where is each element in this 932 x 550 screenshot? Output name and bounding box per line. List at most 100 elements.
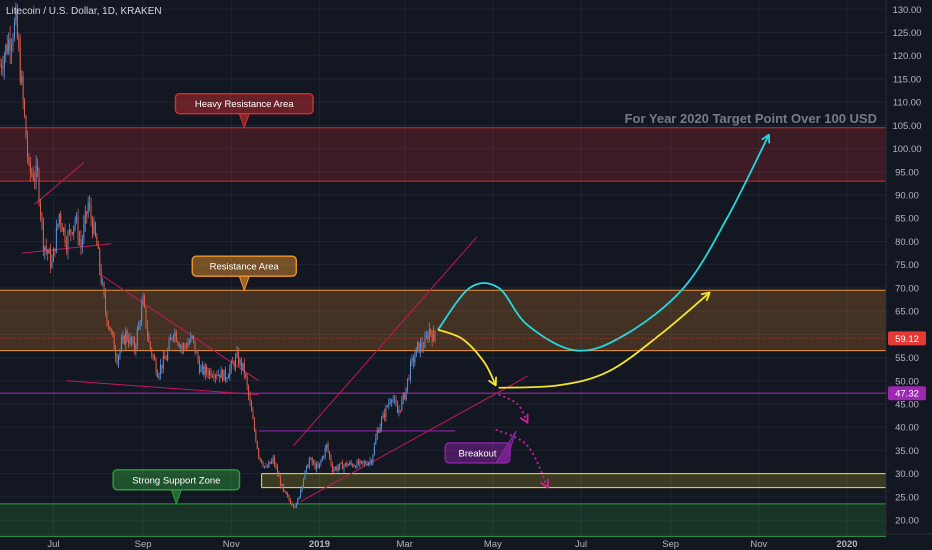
candle-body [248,385,250,396]
candle-body [86,211,88,214]
candle-body [217,374,219,376]
chart-title: Litecoin / U.S. Dollar, 1D, KRAKEN [6,6,162,17]
level-tag-bg [888,386,926,401]
candle-body [113,334,115,350]
candle-body [3,55,5,69]
candle-body [207,372,209,376]
candle-body [31,172,33,175]
candle-body [52,248,54,262]
price-tick-label: 115.00 [893,74,921,85]
price-tick-label: 50.00 [895,376,919,387]
time-tick-label: Nov [223,539,240,550]
candle-body [155,360,157,373]
candle-body [297,498,299,504]
projection-arrowhead [488,376,497,387]
candle-body [373,444,375,455]
candle-body [333,469,335,472]
candle-body [136,329,138,346]
candle-body [144,296,146,307]
time-tick-label: Sep [662,539,679,550]
candle-body [321,456,323,461]
projection-arrowhead [700,291,711,301]
price-tick-label: 55.00 [895,353,919,364]
candle-body [167,350,169,360]
candle-body [245,373,247,377]
candle-body [149,342,151,349]
candle-body [415,347,417,357]
candle-body [193,335,195,341]
candle-body [277,467,279,475]
candle-body [105,295,107,313]
candle-body [63,227,65,232]
candle-body [177,341,179,344]
candle-body [290,499,292,504]
candle-body [91,219,94,234]
candle-body [26,138,28,157]
price-tick-label: 65.00 [895,307,919,318]
candle-body [159,364,161,375]
candle-body [239,359,241,365]
candle-body [424,337,426,348]
price-tick-label: 45.00 [895,399,919,410]
candle-body [220,369,222,379]
time-tick-label: Jul [47,539,59,550]
candle-body [83,223,85,240]
candle-body [2,68,4,69]
candle-body [21,76,23,82]
candle-body [343,465,345,470]
candle-body [331,464,333,472]
candle-body [142,296,144,306]
candle-body [396,405,398,414]
callout-pointer [238,113,250,130]
candle-body [307,465,309,468]
candle-body [190,336,192,342]
candle-body [305,465,307,472]
projection-arrowhead [761,133,771,144]
price-tick-label: 25.00 [895,492,919,503]
candle-body [51,261,53,267]
candle-body [246,376,248,386]
candle-body [18,37,20,48]
candle-body [191,335,193,337]
candle-body [295,503,297,508]
candle-body [398,409,400,414]
time-tick-label: Mar [397,539,413,550]
candle-body [185,346,187,348]
candle-body [294,506,296,508]
callout-pointer [170,489,182,506]
candle-body [404,393,406,400]
candle-body [385,406,387,418]
candle-body [409,360,411,380]
candle-body [89,203,91,207]
candle-body [15,8,17,22]
level-tag-label: 47.32 [895,389,919,400]
time-tick-label: May [484,539,502,550]
candle-body [122,336,124,341]
candle-body [313,462,315,464]
candle-body [269,462,271,464]
callout-label: Strong Support Zone [132,475,220,486]
candle-body [172,335,174,339]
candle-body [401,399,403,411]
candle-body [48,249,50,254]
grid [0,0,886,534]
candle-body [275,465,277,468]
candle-body [90,206,92,220]
candle-body [76,217,78,220]
candle-body [158,374,160,378]
price-tick-label: 130.00 [892,5,921,16]
time-axis[interactable]: Jul Sep Nov 2019 Mar May Jul Sep Nov 2020 [47,539,857,550]
candle-body [268,462,270,468]
candle-body [272,457,274,461]
price-tick-label: 70.00 [895,283,919,294]
candle-body [243,363,245,374]
candle-body [41,214,43,221]
candle-body [327,444,329,452]
candle-body [324,447,326,457]
candle-body [388,402,390,407]
candle-body [165,358,167,360]
price-axis[interactable]: 20.00 25.00 30.00 35.00 40.00 45.00 50.00 55.00… [892,5,921,527]
callout-box [444,442,511,464]
candle-body [183,344,185,349]
